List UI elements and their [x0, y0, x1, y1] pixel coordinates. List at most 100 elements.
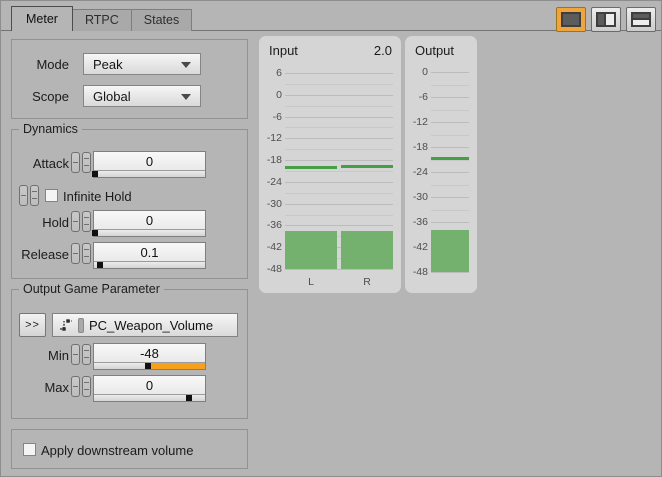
- max-slider-field[interactable]: 0: [93, 375, 206, 402]
- tab-rtpc[interactable]: RTPC: [72, 9, 132, 31]
- max-slider-track[interactable]: [94, 395, 205, 401]
- release-value: 0.1: [94, 243, 205, 262]
- release-slider-track[interactable]: [94, 262, 205, 268]
- attack-display-toggle-icon[interactable]: [71, 152, 80, 173]
- infinite-hold-label: Infinite Hold: [63, 189, 132, 204]
- min-display-toggle-icon[interactable]: [71, 344, 80, 365]
- split-vertical-view-button[interactable]: [591, 7, 621, 32]
- infinite-hold-checkbox[interactable]: [45, 189, 58, 202]
- meter-scale-label: 6: [276, 67, 282, 79]
- input-meter-peak-readout[interactable]: 2.0: [373, 43, 392, 58]
- meter-gridline: [285, 258, 393, 260]
- game-parameter-icon: [60, 319, 72, 331]
- meter-gridline: [285, 247, 393, 249]
- meter-scale-label: -30: [412, 191, 428, 203]
- hold-slider-handle[interactable]: [92, 230, 99, 236]
- split-horizontal-view-button[interactable]: [626, 7, 656, 32]
- meter-gridline: [285, 214, 393, 216]
- game-parameter-selector[interactable]: PC_Weapon_Volume: [52, 313, 238, 337]
- output-game-parameter-title: Output Game Parameter: [19, 282, 164, 296]
- min-fader-toggle-icon[interactable]: [82, 344, 91, 365]
- meter-gridline: [431, 97, 469, 98]
- attack-fader-toggle-icon[interactable]: [82, 152, 91, 173]
- tab-meter[interactable]: Meter: [11, 6, 73, 31]
- max-display-toggle-icon[interactable]: [71, 376, 80, 397]
- tab-strip: Meter RTPC States: [1, 1, 661, 32]
- drag-grip-icon: [78, 317, 84, 333]
- mode-label: Mode: [36, 57, 69, 72]
- max-label: Max: [44, 380, 69, 395]
- infinite-hold-fader-toggle-icon[interactable]: [30, 185, 39, 206]
- meter-gridline: [285, 73, 393, 74]
- meter-scale-label: -12: [412, 116, 428, 128]
- min-slider-field[interactable]: -48: [93, 343, 206, 370]
- release-fader-toggle-icon[interactable]: [82, 243, 91, 264]
- hold-fader-toggle-icon[interactable]: [82, 211, 91, 232]
- meter-scale-label: -18: [412, 141, 428, 153]
- meter-scale-label: -48: [412, 266, 428, 278]
- release-label: Release: [21, 247, 69, 262]
- mode-dropdown[interactable]: Peak: [83, 53, 201, 75]
- hold-slider-track[interactable]: [92, 230, 205, 236]
- meter-gridline: [431, 209, 469, 211]
- meter-gridline: [285, 269, 393, 270]
- min-slider-track[interactable]: [94, 363, 205, 369]
- meter-gridline: [285, 160, 393, 162]
- meter-gridline: [285, 225, 393, 227]
- min-slider-handle[interactable]: [145, 363, 152, 369]
- meter-level-bar: [285, 230, 337, 269]
- infinite-hold-display-toggle-icon[interactable]: [19, 185, 28, 206]
- meter-scale-label: -18: [266, 154, 282, 167]
- shortcut-menu-button[interactable]: >>: [19, 313, 46, 337]
- meter-gridline: [285, 171, 393, 172]
- max-value: 0: [94, 376, 205, 395]
- attack-slider-handle[interactable]: [92, 171, 99, 177]
- meter-gridline: [431, 134, 469, 136]
- attack-slider-track[interactable]: [92, 171, 205, 177]
- chevron-down-icon: [181, 94, 191, 100]
- release-slider-handle[interactable]: [96, 262, 103, 268]
- scope-value: Global: [93, 88, 131, 104]
- chevron-down-icon: [181, 62, 191, 68]
- tab-strip-divider: [1, 30, 661, 31]
- min-slider-fill: [148, 363, 205, 369]
- meter-level-bar: [341, 230, 393, 269]
- hold-slider-field[interactable]: 0: [92, 210, 206, 237]
- shortcut-menu-label: >>: [25, 319, 40, 331]
- attack-slider-field[interactable]: 0: [92, 151, 206, 178]
- meter-scale-label: 0: [422, 66, 428, 78]
- view-layout-buttons: [556, 7, 656, 32]
- meter-scale-label: -48: [266, 263, 282, 275]
- meter-gridline: [285, 116, 393, 118]
- tab-states[interactable]: States: [131, 9, 193, 31]
- apply-downstream-label: Apply downstream volume: [41, 443, 194, 458]
- meter-gridline: [285, 105, 393, 107]
- release-display-toggle-icon[interactable]: [71, 243, 80, 264]
- max-slider-handle[interactable]: [185, 395, 192, 401]
- meter-gridline: [285, 192, 393, 194]
- meter-gridline: [431, 159, 469, 161]
- output-meter-title: Output: [415, 43, 455, 58]
- output-meter-panel: Output 0 -6 -12 -18 -24 -30 -36 -42 -48: [405, 36, 477, 293]
- meter-peak-hold-line: [431, 156, 469, 160]
- solo-view-icon: [561, 12, 581, 27]
- apply-downstream-checkbox[interactable]: [23, 443, 36, 456]
- meter-gridline: [285, 149, 393, 151]
- scope-dropdown[interactable]: Global: [83, 85, 201, 107]
- attack-label: Attack: [32, 156, 69, 171]
- split-vertical-icon: [596, 12, 616, 27]
- general-group: Mode Peak Scope Global: [11, 39, 248, 119]
- max-fader-toggle-icon[interactable]: [82, 376, 91, 397]
- meter-gridline: [285, 94, 393, 96]
- solo-view-button[interactable]: [556, 7, 586, 32]
- dynamics-group-title: Dynamics: [19, 122, 82, 136]
- release-slider-field[interactable]: 0.1: [93, 242, 206, 269]
- meter-gridline: [431, 109, 469, 111]
- meter-scale-label: -36: [266, 219, 282, 232]
- hold-value: 0: [94, 211, 205, 230]
- min-label: Min: [48, 348, 69, 363]
- hold-display-toggle-icon[interactable]: [71, 211, 80, 232]
- meter-peak-hold-line: [285, 166, 337, 169]
- output-game-parameter-group: Output Game Parameter >> PC_Weapon_Volum…: [11, 282, 248, 419]
